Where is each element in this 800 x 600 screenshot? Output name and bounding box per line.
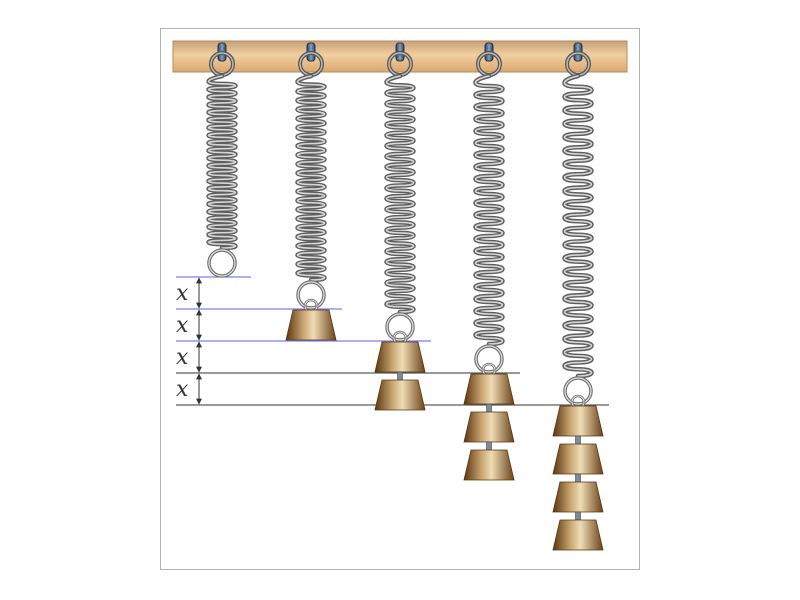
extension-label: x xyxy=(176,345,189,370)
weight-connector xyxy=(486,441,492,451)
weight-connector xyxy=(575,473,581,483)
extension-label: x xyxy=(176,313,189,338)
weight xyxy=(552,405,604,437)
spring-assembly xyxy=(285,42,337,341)
weight xyxy=(374,341,426,373)
weight-connector xyxy=(397,371,403,381)
weight xyxy=(463,373,515,405)
weight xyxy=(552,519,604,551)
weight xyxy=(552,443,604,475)
weight-connector xyxy=(575,435,581,445)
weight-connector xyxy=(486,403,492,413)
weight xyxy=(374,379,426,411)
weight-connector xyxy=(575,511,581,521)
extension-label: x xyxy=(176,281,189,306)
spring-assembly xyxy=(374,42,426,411)
spring-assembly xyxy=(206,42,238,278)
weight xyxy=(463,449,515,481)
spring-assembly xyxy=(463,42,515,481)
spring-assembly xyxy=(552,42,604,551)
weight xyxy=(285,309,337,341)
springs xyxy=(206,42,604,551)
weight xyxy=(552,481,604,513)
weight xyxy=(463,411,515,443)
extension-label: x xyxy=(176,377,189,402)
